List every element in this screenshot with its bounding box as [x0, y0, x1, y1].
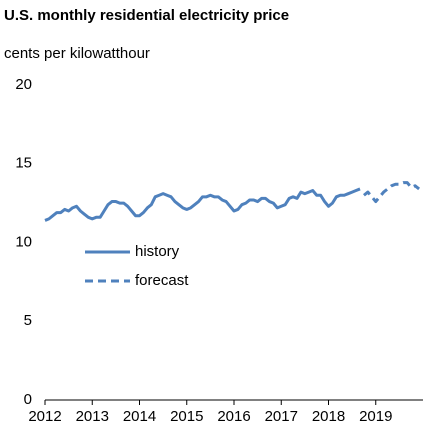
x-tick-label: 2015	[170, 408, 203, 425]
x-tick-label: 2019	[359, 408, 392, 425]
legend-label: history	[135, 243, 180, 260]
x-tick-label: 2014	[123, 408, 156, 425]
y-tick-label: 15	[15, 155, 32, 172]
y-tick-label: 10	[15, 233, 32, 250]
y-tick-label: 5	[24, 312, 32, 329]
line-series	[44, 187, 361, 222]
x-tick-label: 2018	[312, 408, 345, 425]
x-tick-label: 2016	[217, 408, 250, 425]
line-series	[363, 181, 421, 204]
y-tick-label: 0	[24, 391, 32, 408]
x-tick-label: 2012	[28, 408, 61, 425]
y-tick-label: 20	[15, 76, 32, 93]
chart-title: U.S. monthly residential electricity pri…	[4, 7, 290, 24]
chart-subtitle: cents per kilowatthour	[4, 45, 150, 62]
legend-label: forecast	[135, 272, 189, 289]
x-tick-label: 2017	[265, 408, 298, 425]
x-tick-label: 2013	[76, 408, 109, 425]
